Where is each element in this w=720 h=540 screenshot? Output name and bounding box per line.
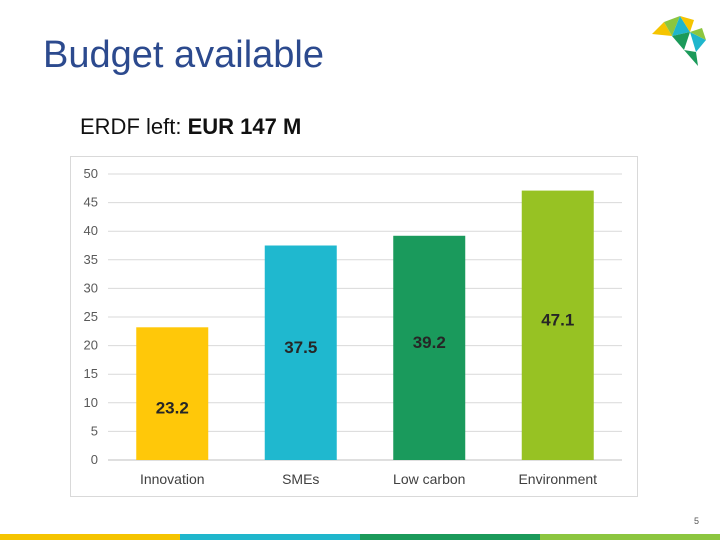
y-tick-label: 10	[84, 395, 98, 410]
page-number: 5	[694, 516, 700, 526]
bar-environment	[521, 190, 594, 460]
erdf-amount: EUR 147 M	[187, 114, 302, 139]
y-tick-label: 20	[84, 338, 98, 353]
logo-icon	[652, 16, 706, 66]
footer-segment-lime	[540, 534, 720, 540]
y-tick-label: 0	[91, 452, 98, 467]
y-tick-label: 5	[91, 423, 98, 438]
x-category-label: Environment	[518, 471, 597, 487]
y-tick-label: 25	[84, 309, 98, 324]
y-tick-label: 35	[84, 252, 98, 267]
footer-color-bar	[0, 534, 720, 540]
y-tick-label: 30	[84, 280, 98, 295]
y-tick-label: 45	[84, 195, 98, 210]
bar-innovation	[136, 327, 209, 460]
x-category-label: SMEs	[282, 471, 319, 487]
data-label: 47.1	[541, 310, 574, 329]
footer-segment-cyan	[180, 534, 360, 540]
footer-segment-yellow	[0, 534, 180, 540]
data-label: 23.2	[156, 399, 189, 418]
footer-segment-green	[360, 534, 540, 540]
data-label: 37.5	[284, 338, 317, 357]
bar-low-carbon	[393, 235, 466, 460]
data-label: 39.2	[413, 333, 446, 352]
page-title: Budget available	[43, 34, 324, 76]
x-category-label: Low carbon	[393, 471, 465, 487]
y-tick-label: 15	[84, 366, 98, 381]
erdf-label: ERDF left:	[80, 114, 188, 139]
erdf-summary: ERDF left: EUR 147 M	[80, 114, 301, 140]
x-category-label: Innovation	[140, 471, 205, 487]
y-tick-label: 50	[84, 166, 98, 181]
bar-smes	[264, 245, 337, 460]
y-tick-label: 40	[84, 223, 98, 238]
bar-chart: 0 5 10 15 20 25 30 35 40 45 50 23.2 Innovation 37.5 SM…	[84, 166, 622, 487]
